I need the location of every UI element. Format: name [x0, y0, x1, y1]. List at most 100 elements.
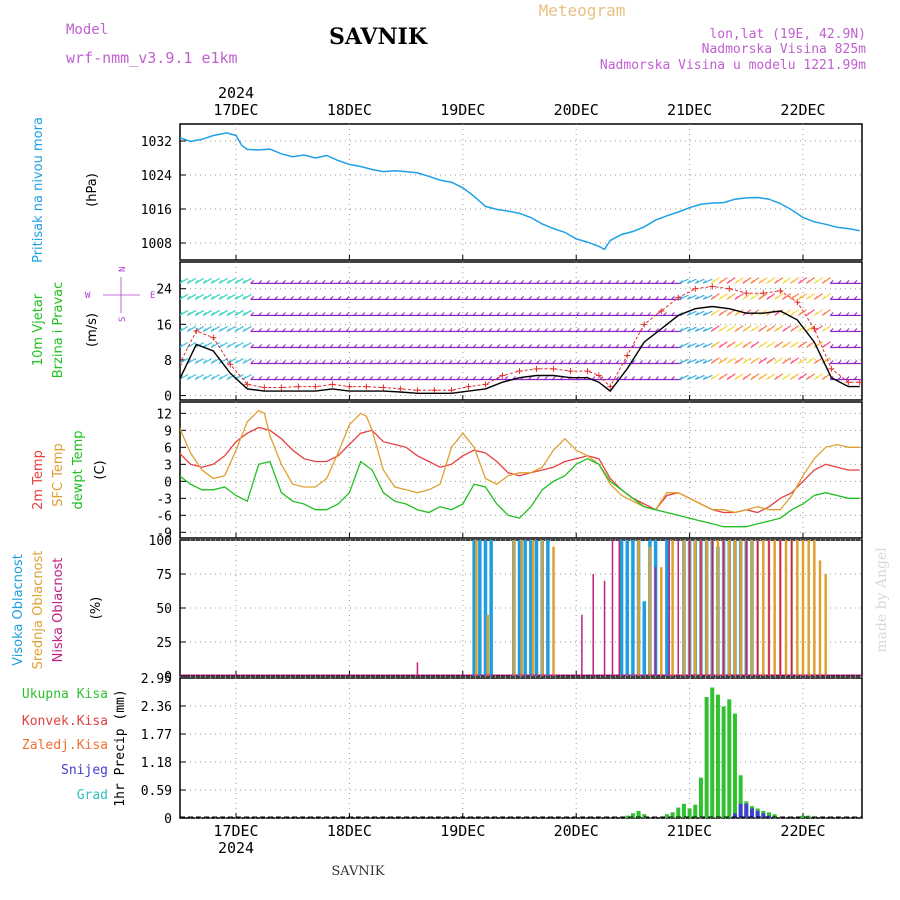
wind-barb-flag	[305, 360, 310, 364]
wind-barb-flag	[472, 296, 477, 300]
wind-barb-flag	[369, 344, 374, 348]
y-tick-label: 1032	[141, 135, 172, 150]
wind-barb-flag	[186, 296, 191, 300]
cloud-mid-bar	[486, 614, 489, 676]
wind-barb-flag	[821, 328, 826, 332]
bottom-day-labels: 17DEC 18DEC 19DEC 20DEC 21DEC 22DEC	[213, 822, 825, 840]
wind-barb-flag	[361, 360, 366, 364]
cloud-low-bar	[611, 540, 614, 676]
wind-gust-marker	[363, 383, 370, 390]
wind-barb-flag	[401, 376, 405, 380]
wind-barb-flag	[813, 360, 818, 364]
t2m-line	[180, 426, 860, 514]
precip-snow-label: Snijeg	[61, 763, 108, 778]
precip-snow-bar	[761, 813, 766, 818]
wind-barb-flag	[686, 280, 691, 284]
cloud-mid-bar	[807, 540, 810, 676]
wind-barb-flag	[742, 376, 747, 380]
wind-barb-flag	[472, 360, 477, 364]
wind-barb	[702, 278, 713, 284]
wind-barb-flag	[266, 296, 270, 300]
wind-barb-flag	[417, 376, 421, 380]
wind-barb-flag	[679, 376, 683, 380]
wind-barb	[687, 310, 697, 316]
wind-barb-flag	[194, 280, 199, 284]
wind-barb-flag	[432, 296, 437, 300]
cloud-subtitle: Srednja Oblacnost	[31, 551, 46, 670]
wind-barb-flag	[202, 296, 207, 300]
wind-barb-flag	[520, 280, 524, 284]
bottom-day-label: 22DEC	[780, 822, 825, 840]
cloud-mid-bar	[552, 546, 555, 676]
wind-barb-flag	[345, 280, 350, 284]
wind-barb-flag	[536, 328, 540, 332]
wind-barb-flag	[631, 328, 636, 332]
top-day-label: 18DEC	[327, 101, 372, 119]
y-tick-label: 0	[164, 670, 172, 685]
wind-barb-flag	[639, 312, 644, 316]
wind-barb-flag	[329, 360, 334, 364]
cloud-low-bar	[592, 574, 594, 676]
wind-barb-flag	[210, 376, 215, 380]
wind-barb	[679, 326, 689, 332]
y-tick-label: 16	[156, 318, 172, 333]
wind-barb-flag	[456, 376, 461, 380]
wind-barb-flag	[679, 360, 683, 364]
cloud-ylabel: (%)	[89, 597, 104, 620]
wind-barb-flag	[774, 344, 779, 348]
wind-barb-flag	[409, 376, 413, 380]
wind-barb-flag	[829, 360, 834, 364]
y-tick-label: 2.36	[141, 700, 172, 715]
wind-barb-flag	[647, 376, 651, 380]
wind-barb-flag	[718, 328, 723, 332]
cloud-mid-bar	[531, 540, 535, 676]
wind-barb-flag	[266, 280, 270, 284]
wind-barb-flag	[591, 280, 596, 284]
wind-barb-flag	[432, 344, 437, 348]
wind-barb	[679, 342, 689, 349]
wind-barb-flag	[480, 312, 485, 316]
wind-barb-flag	[290, 280, 294, 284]
wind-barb-flag	[266, 344, 270, 348]
wind-barb-flag	[615, 344, 620, 348]
wind-barb-flag	[559, 280, 564, 284]
wind-barb-flag	[552, 344, 556, 348]
pressure-title: Pritisak na nivou mora	[31, 117, 46, 263]
cloud-low-bar	[700, 540, 702, 676]
wind-barb-flag	[758, 376, 763, 380]
wind-barb-flag	[488, 280, 493, 284]
precip-total-bar	[732, 713, 737, 818]
wind-barb-flag	[488, 312, 493, 316]
altitude-label: Nadmorska Visina 825m	[702, 42, 867, 57]
wind-barb-flag	[186, 280, 191, 284]
wind-barb-flag	[321, 296, 326, 300]
y-tick-label: 2.95	[141, 672, 172, 687]
wind-barb-flag	[377, 360, 382, 364]
wind-barb-flag	[432, 376, 437, 380]
y-tick-label: 8	[164, 354, 172, 369]
wind-barb-flag	[194, 376, 199, 380]
wind-barb-flag	[845, 312, 850, 316]
wind-barb-flag	[742, 360, 747, 364]
wind-barb-flag	[806, 312, 810, 316]
wind-gust-marker	[533, 365, 540, 372]
wind-barb	[702, 310, 713, 316]
wind-barb-flag	[440, 344, 445, 348]
wind-barb-flag	[726, 376, 731, 380]
wind-barb-flag	[180, 296, 183, 300]
wind-barb-flag	[305, 280, 310, 284]
y-tick-label: 1024	[141, 169, 172, 184]
cloud-low-bar	[654, 567, 657, 676]
wind-barb-flag	[639, 360, 644, 364]
wind-barb-flag	[369, 376, 374, 380]
precip-total-bar	[727, 699, 732, 818]
wind-barb-flag	[472, 376, 477, 380]
wind-barb-flag	[218, 280, 223, 284]
wind-barb-flag	[853, 360, 858, 364]
wind-barb-flag	[440, 280, 445, 284]
wind-barb-flag	[337, 280, 342, 284]
wind-barb-flag	[180, 280, 183, 284]
top-day-label: 19DEC	[440, 101, 485, 119]
wind-barb-flag	[655, 296, 659, 300]
dewpt-line	[180, 457, 860, 528]
